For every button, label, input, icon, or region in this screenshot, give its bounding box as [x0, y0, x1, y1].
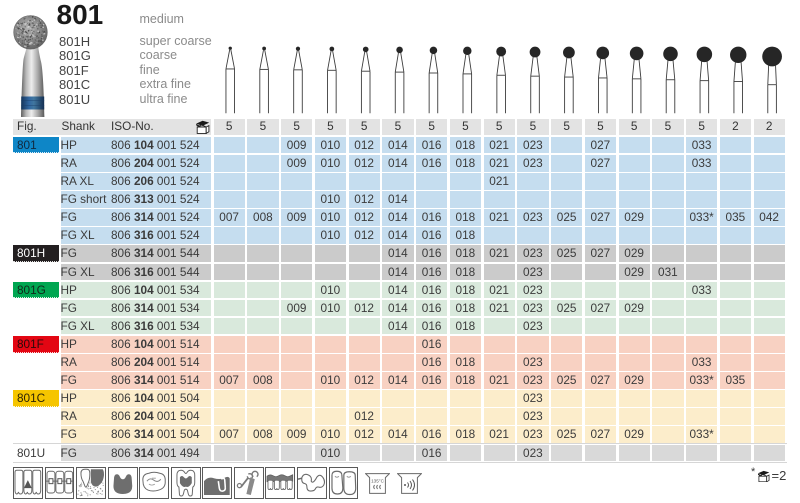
svg-text:135°C: 135°C — [371, 479, 385, 484]
